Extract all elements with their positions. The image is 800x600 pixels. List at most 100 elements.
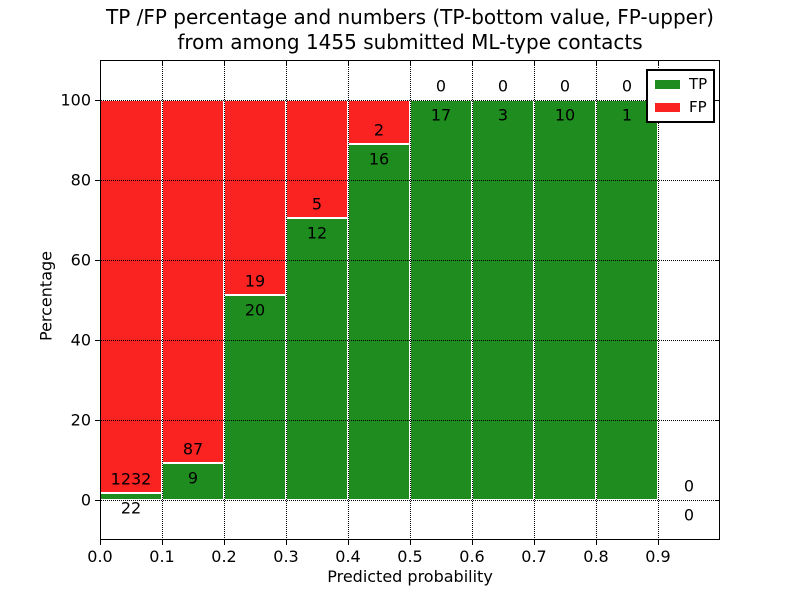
tp-count-label: 0 [683, 505, 695, 525]
y-tick [95, 99, 100, 101]
x-tick-label: 0.9 [645, 547, 671, 566]
y-tick-label: 40 [70, 330, 91, 350]
x-tick [223, 540, 225, 545]
x-tick [347, 540, 349, 545]
tp-count-label: 1 [621, 105, 633, 125]
x-tick-inner [471, 60, 473, 65]
x-gridline [285, 60, 287, 540]
tp-count-label: 16 [368, 149, 390, 169]
bar-segment-tp [348, 144, 410, 500]
y-tick [95, 499, 100, 501]
x-gridline [347, 60, 349, 540]
bar-segment-tp [596, 100, 658, 500]
x-gridline [161, 60, 163, 540]
y-tick-inner [715, 259, 720, 261]
y-tick-label: 20 [70, 410, 91, 430]
y-tick-inner [715, 499, 720, 501]
x-tick-label: 0.6 [459, 547, 485, 566]
fp-count-label: 0 [559, 76, 571, 96]
y-tick-inner [715, 419, 720, 421]
bar-segment-tp [286, 217, 348, 500]
x-gridline [409, 60, 411, 540]
y-tick [95, 179, 100, 181]
x-tick-label: 0.3 [273, 547, 299, 566]
y-tick [95, 419, 100, 421]
y-tick-inner [715, 99, 720, 101]
x-tick-label: 0.8 [583, 547, 609, 566]
x-tick-label: 0.5 [397, 547, 423, 566]
tp-count-label: 10 [554, 105, 576, 125]
x-tick [533, 540, 535, 545]
bar-segment-fp [162, 100, 224, 463]
x-tick-label: 0.7 [521, 547, 547, 566]
tp-count-label: 12 [306, 223, 328, 243]
y-tick-label: 0 [80, 490, 91, 510]
x-gridline [533, 60, 535, 540]
bar-segment-tp [224, 294, 286, 500]
chart-title-line1: TP /FP percentage and numbers (TP-bottom… [106, 5, 714, 29]
legend-label-fp: FP [689, 98, 707, 116]
x-tick-inner [657, 60, 659, 65]
legend-item-fp: FP [655, 98, 707, 116]
x-gridline [223, 60, 225, 540]
y-tick [95, 339, 100, 341]
fp-count-label: 5 [311, 194, 323, 214]
x-tick [99, 540, 101, 545]
fp-count-label: 0 [497, 76, 509, 96]
x-gridline [595, 60, 597, 540]
x-tick-label: 0.2 [211, 547, 237, 566]
x-tick-inner [223, 60, 225, 65]
x-tick [161, 540, 163, 545]
fp-count-label: 2 [373, 120, 385, 140]
x-tick [595, 540, 597, 545]
y-tick-label: 100 [60, 90, 91, 110]
y-tick-label: 80 [70, 170, 91, 190]
bar-segment-tp [472, 100, 534, 500]
tp-count-label: 3 [497, 105, 509, 125]
x-tick-inner [347, 60, 349, 65]
x-tick-inner [409, 60, 411, 65]
bar-segment-tp [410, 100, 472, 500]
y-tick-inner [715, 179, 720, 181]
x-tick [409, 540, 411, 545]
x-tick [471, 540, 473, 545]
y-tick-label: 60 [70, 250, 91, 270]
tp-count-label: 22 [120, 498, 142, 518]
y-tick [95, 259, 100, 261]
x-tick-inner [533, 60, 535, 65]
x-tick [285, 540, 287, 545]
legend-item-tp: TP [655, 75, 708, 93]
x-tick-label: 0.4 [335, 547, 361, 566]
x-axis-label: Predicted probability [327, 567, 493, 586]
fp-color-swatch [655, 103, 680, 112]
legend-label-tp: TP [689, 75, 708, 93]
fp-count-label: 87 [182, 439, 204, 458]
fp-count-label: 0 [435, 76, 447, 96]
x-tick [657, 540, 659, 545]
fp-count-label: 1232 [110, 469, 152, 489]
x-tick-inner [285, 60, 287, 65]
y-axis-label: Percentage [36, 250, 56, 342]
fp-count-label: 0 [683, 476, 695, 496]
chart-title: TP /FP percentage and numbers (TP-bottom… [100, 5, 720, 55]
plot-area: 0 20 40 60 80 100 0.0 0.1 0.2 0.3 0.4 0.5 0.6 0.7 0.8 0… [60, 60, 720, 566]
fp-count-label: 0 [621, 76, 633, 96]
x-tick-label: 0.0 [87, 547, 113, 566]
tp-count-label: 20 [244, 300, 266, 320]
x-tick-inner [595, 60, 597, 65]
fp-count-label: 19 [244, 271, 266, 291]
x-tick-label: 0.1 [149, 547, 175, 566]
bar-segment-fp [100, 100, 162, 493]
tp-color-swatch [655, 80, 680, 89]
tp-count-label: 9 [187, 468, 199, 487]
legend: TP FP [646, 69, 715, 123]
tp-count-label: 17 [430, 105, 452, 125]
bar-segment-fp [224, 100, 286, 295]
x-gridline [657, 60, 659, 540]
chart-title-line2: from among 1455 submitted ML-type contac… [177, 30, 643, 54]
x-tick-inner [161, 60, 163, 65]
x-gridline [471, 60, 473, 540]
bar-segment-tp [534, 100, 596, 500]
y-tick-inner [715, 339, 720, 341]
